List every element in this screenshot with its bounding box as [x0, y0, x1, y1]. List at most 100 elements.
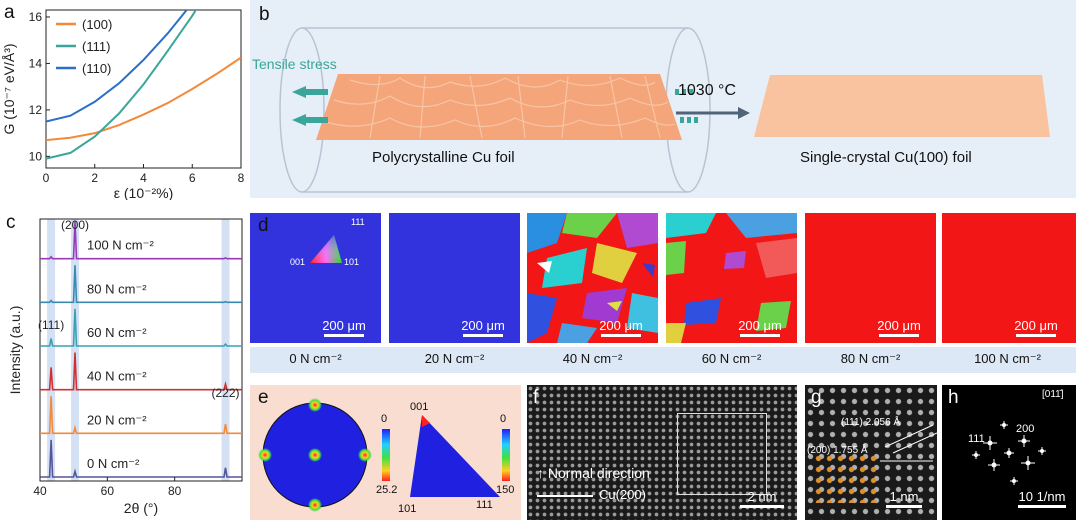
spot-200-label: 200: [1016, 423, 1035, 435]
x-tick-label: 0: [43, 171, 50, 185]
pattern-label-4: 80 N cm⁻²: [87, 281, 147, 296]
y-tick-label: 16: [29, 10, 43, 24]
ipf-label-right: 101: [344, 257, 360, 267]
ebsd-map-40: 200 μm: [527, 213, 658, 343]
plot-frame: [39, 218, 243, 482]
panel-label-c: c: [6, 212, 16, 233]
legend-label-1: (111): [82, 39, 110, 54]
ipf-label-left: 001: [290, 257, 306, 267]
series-line-0: [46, 56, 241, 142]
force-label-0: 0 N cm⁻²: [289, 351, 342, 366]
scale-bar: 200 μm: [593, 318, 649, 337]
strain-energy-chart: 0 2 4 6 8 10 12 14 16 ε (10⁻²%) G (10⁻⁷ eV/Å³) (100…: [1, 9, 245, 200]
temperature-label: 1030 °C: [678, 82, 736, 99]
d111-label: (111) 2.056 Å: [841, 417, 901, 428]
d200-label: (200) 1.755 Å: [807, 445, 868, 456]
panel-e-pole-figures: e 0 25.2 0 150 001 101 111: [250, 385, 521, 520]
pattern-label-1: 20 N cm⁻²: [87, 412, 147, 427]
colorbar1-min: 25.2: [376, 484, 398, 496]
scale-bar: 200 μm: [316, 318, 372, 337]
diffraction-spots: [972, 421, 1046, 485]
panel-label-f: f: [533, 387, 539, 408]
x-tick-label: 60: [101, 484, 115, 498]
panel-f-haadf: f ↑ Normal direction Cu(200) 2 nm: [527, 385, 797, 520]
pattern-label-2: 40 N cm⁻²: [87, 369, 147, 384]
scale-bar: 200 μm: [732, 318, 788, 337]
colorbar2-max: 0: [500, 413, 507, 425]
x-tick-label: 6: [189, 171, 196, 185]
force-label-60: 60 N cm⁻²: [701, 351, 762, 366]
peak-band-2: [221, 219, 230, 481]
xrd-pattern-1: [40, 396, 242, 435]
ebsd-map-80: 200 μm: [805, 213, 936, 343]
x-tick-label: 2: [91, 171, 98, 185]
spot-111-label: 111: [968, 433, 985, 445]
panel-label-h: h: [948, 387, 959, 408]
y-tick-label: 14: [29, 56, 43, 70]
series-line-1: [46, 10, 198, 160]
force-label-100: 100 N cm⁻²: [974, 351, 1041, 366]
polycrystalline-caption: Polycrystalline Cu foil: [372, 149, 515, 166]
peak-label-2: (222): [211, 386, 239, 400]
scale-bar: 1 nm: [879, 489, 929, 508]
panel-label-g: g: [811, 387, 822, 408]
xrd-chart: 0 N cm⁻² 20 N cm⁻² 40 N cm⁻² 60 N cm⁻² 80 N …: [7, 218, 243, 516]
pattern-label-5: 100 N cm⁻²: [87, 238, 154, 253]
x-tick-label: 8: [238, 171, 245, 185]
panel-label-b: b: [259, 4, 270, 25]
xrd-pattern-5: [40, 221, 242, 260]
scale-bar: 10 1/nm: [1014, 489, 1070, 508]
colorbar1-max: 0: [381, 413, 388, 425]
pattern-label-3: 60 N cm⁻²: [87, 325, 147, 340]
panel-g-hrtem: g (111) 2.056 Å (200) 1.755 Å 1 nm: [805, 385, 937, 520]
panel-label-e: e: [258, 387, 269, 408]
triangle-label-001: 001: [410, 401, 429, 413]
force-label-40: 40 N cm⁻²: [562, 351, 623, 366]
legend-label-2: (110): [82, 61, 111, 76]
ipf-legend: [310, 235, 342, 263]
ipf-label-top: 111: [351, 217, 365, 227]
triangle-label-111: 111: [476, 499, 493, 511]
single-crystal-caption: Single-crystal Cu(100) foil: [800, 149, 972, 166]
y-tick-label: 10: [29, 149, 43, 163]
lattice-label: Cu(200): [599, 487, 646, 502]
ebsd-map-0: d 111 001 101 200 μm: [250, 213, 381, 343]
force-label-bar: 0 N cm⁻² 20 N cm⁻² 40 N cm⁻² 60 N cm⁻² 8…: [250, 347, 1076, 373]
tensile-stress-label: Tensile stress: [252, 56, 337, 72]
scale-bar: 200 μm: [1008, 318, 1064, 337]
triangle-label-101: 101: [398, 503, 417, 515]
pattern-label-0: 0 N cm⁻²: [87, 456, 140, 471]
zoom-box: [677, 413, 767, 495]
ebsd-map-20: 200 μm: [389, 213, 520, 343]
peak-label-1: (200): [61, 218, 89, 232]
x-tick-label: 80: [168, 484, 182, 498]
scale-bar: 2 nm: [737, 489, 787, 508]
legend-label-0: (100): [82, 17, 112, 32]
panel-label-a: a: [4, 2, 15, 23]
lattice-line: [537, 495, 593, 497]
panel-label-d: d: [258, 215, 269, 236]
y-tick-label: 12: [29, 103, 43, 117]
ebsd-map-100: 200 μm: [942, 213, 1076, 343]
xrd-pattern-0: [40, 439, 242, 478]
force-label-80: 80 N cm⁻²: [840, 351, 901, 366]
ebsd-map-60: 200 μm: [666, 213, 797, 343]
colorbar2-min: 150: [496, 484, 515, 496]
scale-bar: 200 μm: [871, 318, 927, 337]
peak-label-0: (111): [38, 318, 64, 332]
x-tick-label: 40: [33, 484, 47, 498]
peak-band-1: [71, 219, 80, 481]
peak-band-0: [47, 219, 56, 481]
x-tick-label: 4: [140, 171, 147, 185]
x-axis-label: ε (10⁻²%): [114, 185, 174, 200]
panel-b-schematic: b Tensile stress Polycrystalline Cu foil…: [250, 0, 1076, 198]
plot-frame: [45, 9, 242, 169]
y-axis-label: Intensity (a.u.): [7, 306, 23, 395]
xrd-pattern-4: [40, 265, 242, 304]
xrd-pattern-3: [40, 308, 242, 347]
x-axis-label: 2θ (°): [124, 500, 158, 516]
grain-pattern: [527, 213, 658, 343]
series-line-2: [46, 10, 188, 123]
xrd-pattern-2: [40, 352, 242, 391]
force-label-20: 20 N cm⁻²: [424, 351, 485, 366]
